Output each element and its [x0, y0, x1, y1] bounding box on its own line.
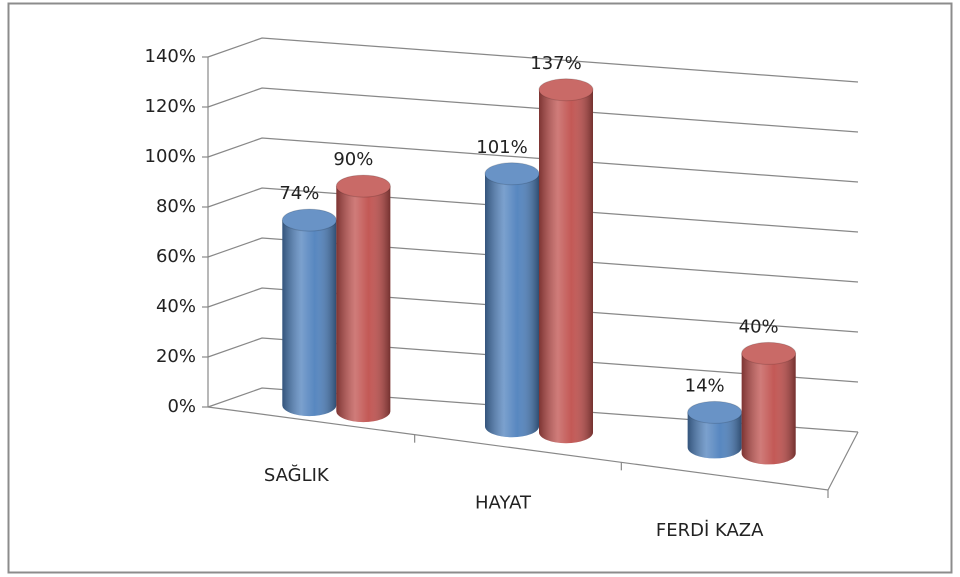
grid-line [207, 387, 859, 433]
grid-line [207, 87, 859, 133]
bar-shade [282, 220, 337, 417]
bar-top-shine [741, 341, 797, 365]
value-label: 14% [685, 375, 725, 396]
x-tick-label: FERDİ KAZA [656, 520, 764, 541]
bar [741, 341, 797, 465]
y-tick-label: 40% [156, 296, 196, 317]
bar-top-shine [538, 78, 594, 102]
bar-top-shine [687, 400, 743, 424]
y-tick-label: 120% [145, 96, 196, 117]
bar-shade [336, 186, 391, 423]
bar-top-shine [484, 162, 540, 186]
bar-top-shine [281, 208, 337, 232]
y-tick-label: 100% [145, 146, 196, 167]
bar-top [282, 209, 337, 232]
grid-line [207, 237, 859, 283]
bar-top [336, 175, 391, 198]
value-label: 101% [476, 137, 527, 158]
x-tick-label: HAYAT [475, 493, 532, 514]
bar [335, 174, 391, 423]
bar [538, 78, 594, 444]
bar-top [485, 162, 539, 185]
frame [7, 2, 953, 574]
grid-line [207, 287, 859, 333]
value-label: 40% [739, 316, 779, 337]
grid-line [207, 137, 859, 183]
y-tick-label: 20% [156, 346, 196, 367]
y-tick-label: 0% [167, 396, 196, 417]
value-label: 90% [333, 149, 373, 170]
bar-top [741, 342, 796, 365]
bar-shade [687, 412, 742, 459]
bar [687, 400, 743, 459]
bar [281, 208, 337, 417]
value-label: 137% [530, 53, 581, 74]
bar-shade [741, 353, 796, 465]
bar-top-shine [335, 174, 391, 198]
y-tick-label: 80% [156, 196, 196, 217]
grid-line [207, 187, 859, 233]
bar-shade [485, 173, 539, 438]
bar-top [687, 401, 742, 424]
x-tick-label: SAĞLIK [264, 464, 330, 486]
bar [484, 162, 540, 438]
grid-line [207, 337, 859, 383]
grid-line [207, 37, 859, 83]
bar-shade [539, 89, 593, 444]
value-label: 74% [279, 183, 319, 204]
bar-top [539, 78, 593, 101]
y-tick-label: 60% [156, 246, 196, 267]
y-tick-label: 140% [145, 46, 196, 67]
